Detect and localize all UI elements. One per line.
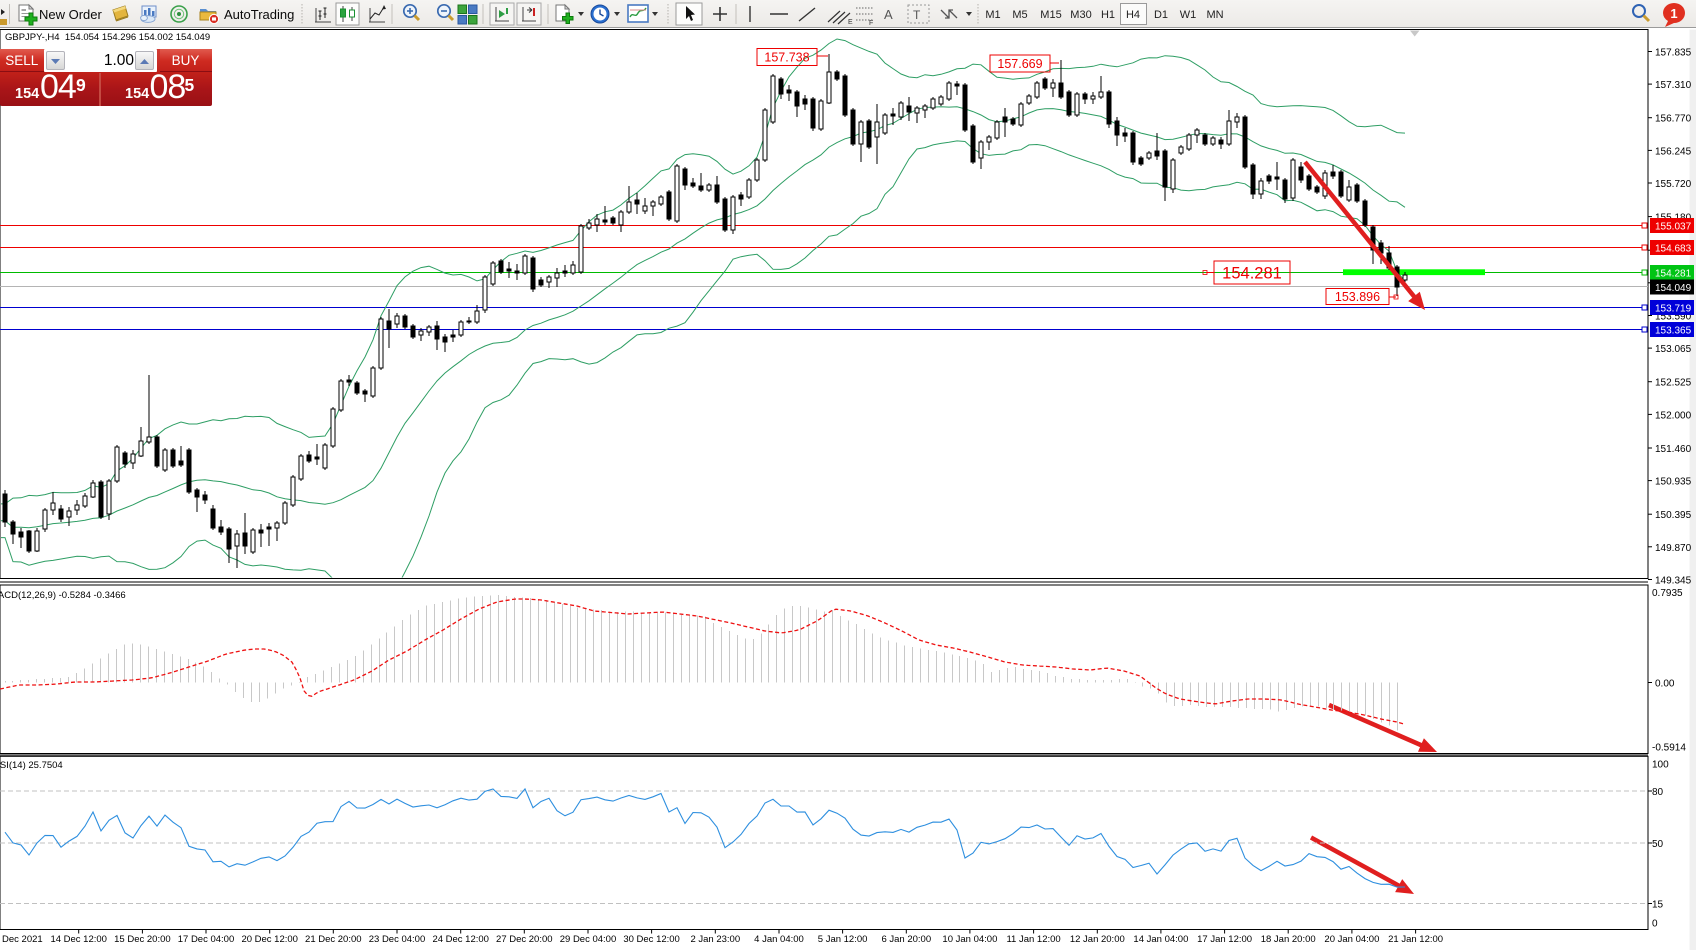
svg-text:30 Dec 12:00: 30 Dec 12:00	[623, 934, 680, 945]
svg-text:2 Jan 23:00: 2 Jan 23:00	[690, 934, 740, 945]
svg-text:155.037: 155.037	[1655, 222, 1692, 233]
svg-text:157.738: 157.738	[764, 51, 809, 65]
svg-text:E: E	[848, 19, 853, 26]
svg-text:0.00: 0.00	[1655, 679, 1675, 690]
svg-text:M5: M5	[1012, 9, 1027, 21]
svg-text:24 Dec 12:00: 24 Dec 12:00	[432, 934, 489, 945]
svg-text:T: T	[913, 8, 921, 22]
svg-text:-0.5914: -0.5914	[1652, 743, 1686, 754]
svg-text:14 Dec 12:00: 14 Dec 12:00	[50, 934, 107, 945]
svg-text:New Order: New Order	[39, 7, 103, 22]
svg-text:153.365: 153.365	[1655, 326, 1692, 337]
svg-text:H4: H4	[1126, 9, 1140, 21]
svg-text:MACD(12,26,9) -0.5284 -0.3466: MACD(12,26,9) -0.5284 -0.3466	[0, 590, 126, 601]
svg-text:F: F	[869, 20, 873, 27]
svg-text:H1: H1	[1101, 9, 1115, 21]
svg-text:AutoTrading: AutoTrading	[224, 7, 294, 22]
svg-text:154.281: 154.281	[1655, 269, 1692, 280]
svg-text:0: 0	[1652, 919, 1658, 930]
svg-text:149.345: 149.345	[1655, 576, 1692, 587]
svg-text:0.7935: 0.7935	[1652, 588, 1683, 599]
svg-text:100: 100	[1652, 759, 1669, 770]
svg-text:156.770: 156.770	[1655, 114, 1692, 125]
svg-text:20 Jan 04:00: 20 Jan 04:00	[1324, 934, 1379, 945]
svg-text:11 Jan 12:00: 11 Jan 12:00	[1006, 934, 1060, 945]
svg-text:154.281: 154.281	[1222, 264, 1282, 282]
svg-text:4 Jan 04:00: 4 Jan 04:00	[754, 934, 804, 945]
svg-text:150.935: 150.935	[1655, 477, 1692, 488]
svg-text:12 Jan 20:00: 12 Jan 20:00	[1070, 934, 1125, 945]
svg-text:17 Jan 12:00: 17 Jan 12:00	[1197, 934, 1252, 945]
svg-text:18 Jan 20:00: 18 Jan 20:00	[1261, 934, 1316, 945]
svg-text:157.835: 157.835	[1655, 48, 1692, 59]
svg-text:153.896: 153.896	[1335, 290, 1380, 304]
svg-text:17 Dec 04:00: 17 Dec 04:00	[178, 934, 235, 945]
svg-text:156.245: 156.245	[1655, 146, 1692, 157]
svg-text:D1: D1	[1154, 9, 1168, 21]
svg-text:29 Dec 04:00: 29 Dec 04:00	[560, 934, 617, 945]
svg-text:80: 80	[1652, 787, 1664, 798]
svg-text:27 Dec 20:00: 27 Dec 20:00	[496, 934, 553, 945]
svg-text:21 Jan 12:00: 21 Jan 12:00	[1388, 934, 1443, 945]
svg-text:154.683: 154.683	[1655, 244, 1692, 255]
svg-text:152.525: 152.525	[1655, 378, 1692, 389]
svg-text:15: 15	[1652, 900, 1664, 911]
svg-text:M30: M30	[1070, 9, 1091, 21]
svg-text:153.590: 153.590	[1655, 312, 1692, 323]
svg-text:157.669: 157.669	[997, 57, 1042, 71]
svg-text:50: 50	[1652, 839, 1664, 850]
svg-text:RSI(14) 25.7504: RSI(14) 25.7504	[0, 760, 63, 771]
svg-text:15 Dec 20:00: 15 Dec 20:00	[114, 934, 171, 945]
svg-text:14 Jan 04:00: 14 Jan 04:00	[1133, 934, 1188, 945]
svg-text:150.395: 150.395	[1655, 510, 1692, 521]
svg-text:MN: MN	[1206, 9, 1223, 21]
svg-text:153.719: 153.719	[1655, 304, 1692, 315]
svg-text:155.720: 155.720	[1655, 179, 1692, 190]
svg-text:M15: M15	[1040, 9, 1061, 21]
svg-text:W1: W1	[1180, 9, 1197, 21]
svg-text:6 Jan 20:00: 6 Jan 20:00	[881, 934, 931, 945]
svg-text:21 Dec 20:00: 21 Dec 20:00	[305, 934, 362, 945]
svg-text:M1: M1	[985, 9, 1000, 21]
svg-text:Dec 2021: Dec 2021	[2, 934, 43, 945]
svg-text:154.049: 154.049	[1655, 283, 1692, 294]
svg-text:10 Jan 04:00: 10 Jan 04:00	[942, 934, 997, 945]
svg-text:149.870: 149.870	[1655, 543, 1692, 554]
svg-text:A: A	[884, 7, 893, 22]
svg-text:23 Dec 04:00: 23 Dec 04:00	[369, 934, 426, 945]
svg-text:20 Dec 12:00: 20 Dec 12:00	[241, 934, 298, 945]
svg-text:157.310: 157.310	[1655, 80, 1692, 91]
svg-text:151.460: 151.460	[1655, 444, 1692, 455]
svg-text:1: 1	[1670, 6, 1677, 21]
svg-text:152.000: 152.000	[1655, 410, 1692, 421]
svg-text:5 Jan 12:00: 5 Jan 12:00	[818, 934, 868, 945]
svg-text:153.065: 153.065	[1655, 344, 1692, 355]
